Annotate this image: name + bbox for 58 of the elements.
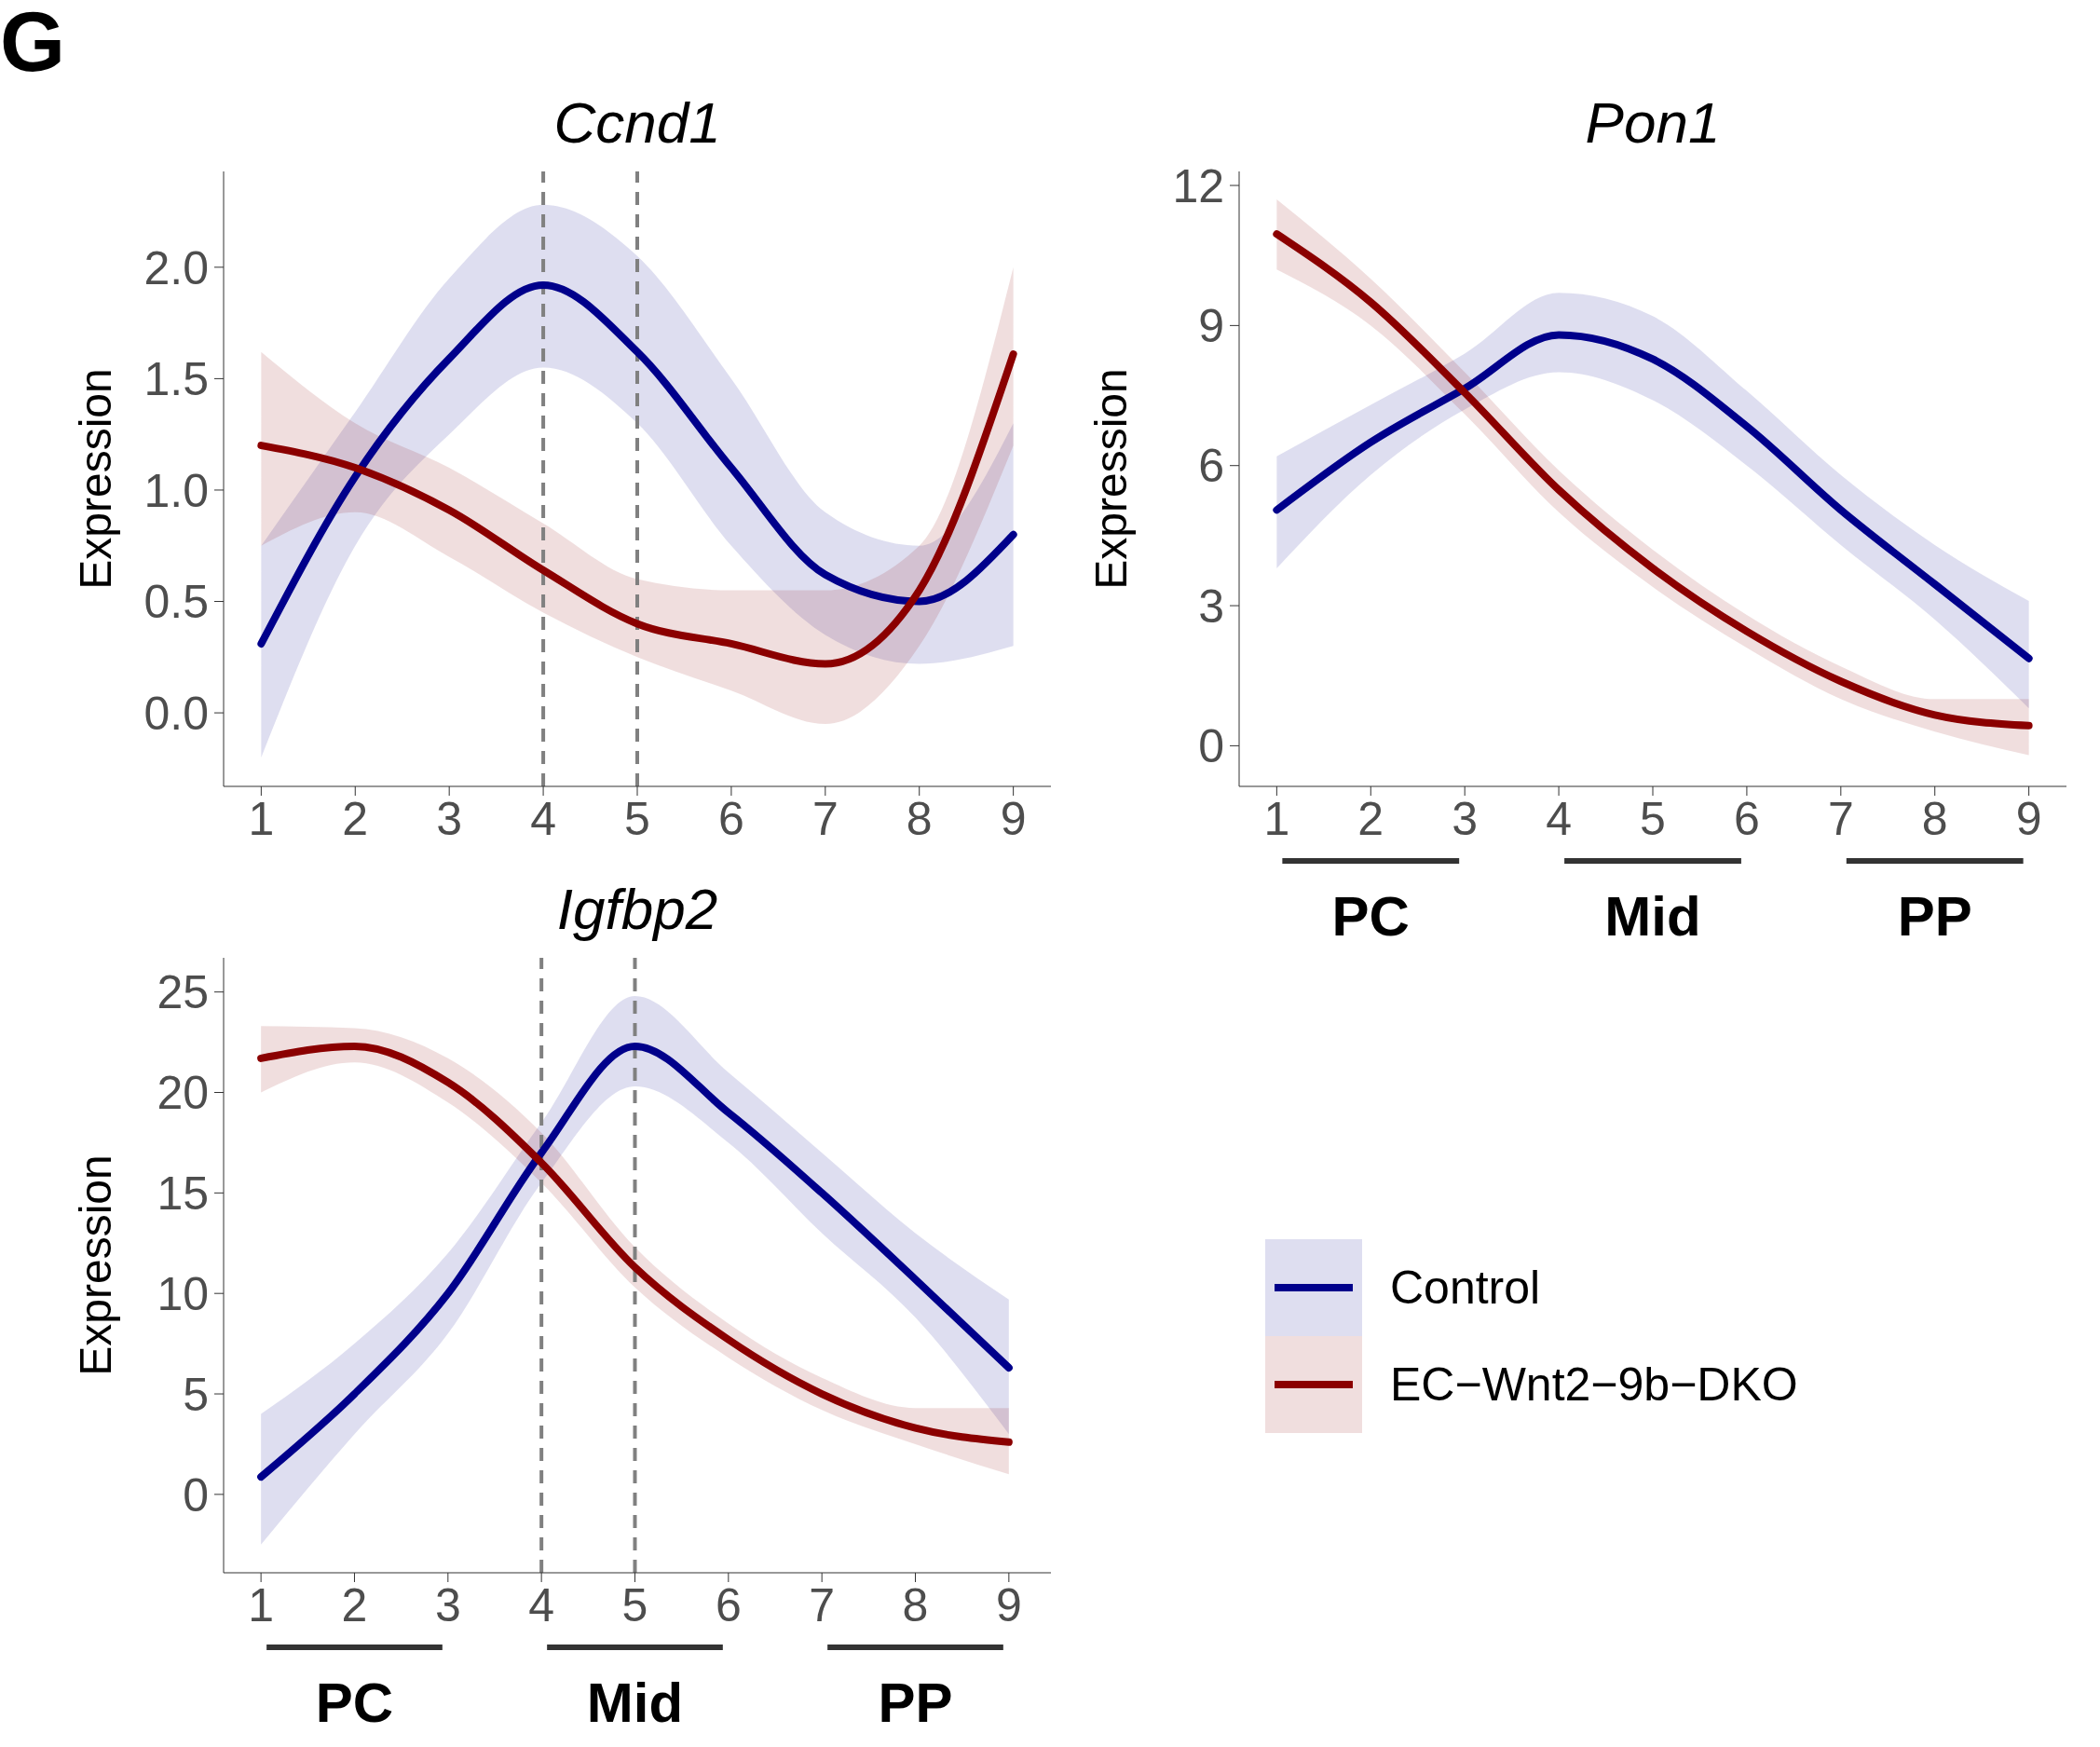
x-tick-label: 4 bbox=[528, 1578, 555, 1631]
y-tick-label: 0 bbox=[1198, 720, 1224, 773]
x-tick-label: 1 bbox=[248, 792, 275, 845]
x-tick-label: 9 bbox=[1000, 792, 1027, 845]
x-tick-label: 3 bbox=[436, 792, 463, 845]
y-axis-title: Expression bbox=[71, 1154, 121, 1376]
y-tick-label: 5 bbox=[183, 1368, 209, 1421]
text: Mid bbox=[1604, 885, 1701, 948]
x-tick-label: 6 bbox=[715, 1578, 742, 1631]
x-tick-label: 1 bbox=[248, 1578, 275, 1631]
y-tick-label: 20 bbox=[157, 1067, 209, 1120]
x-tick-label: 6 bbox=[718, 792, 744, 845]
x-tick-label: 5 bbox=[1640, 792, 1666, 845]
x-tick-label: 1 bbox=[1263, 792, 1290, 845]
text: PP bbox=[1897, 885, 1972, 948]
legend-label: EC−Wnt2−9b−DKO bbox=[1390, 1358, 1798, 1412]
x-tick-label: 8 bbox=[1921, 792, 1948, 845]
x-tick-label: 4 bbox=[1546, 792, 1572, 845]
x-tick-label: 3 bbox=[434, 1578, 461, 1631]
chart-title: Pon1 bbox=[1584, 89, 1722, 156]
x-tick-label: 4 bbox=[530, 792, 556, 845]
y-tick-label: 6 bbox=[1198, 440, 1224, 493]
text: PC bbox=[315, 1672, 394, 1734]
x-tick-label: 9 bbox=[2015, 792, 2042, 845]
x-tick-label: 9 bbox=[995, 1578, 1022, 1631]
x-tick-label: 2 bbox=[341, 1578, 368, 1631]
y-tick-label: 9 bbox=[1198, 300, 1224, 353]
x-tick-label: 3 bbox=[1452, 792, 1479, 845]
legend-label: Control bbox=[1390, 1261, 1541, 1315]
text: G bbox=[0, 0, 66, 89]
y-tick-label: 10 bbox=[157, 1267, 209, 1320]
y-axis-title: Expression bbox=[1086, 368, 1137, 590]
x-tick-label: 2 bbox=[342, 792, 369, 845]
text: PC bbox=[1331, 885, 1410, 948]
y-tick-label: 0.5 bbox=[143, 576, 209, 629]
x-tick-label: 7 bbox=[1827, 792, 1854, 845]
y-tick-label: 2.0 bbox=[143, 241, 209, 294]
chart-title: Igfbp2 bbox=[555, 876, 719, 942]
x-tick-label: 8 bbox=[906, 792, 933, 845]
chart-title: Ccnd1 bbox=[552, 89, 722, 156]
y-axis-title: Expression bbox=[71, 368, 121, 590]
text: Mid bbox=[586, 1672, 684, 1734]
y-tick-label: 1.0 bbox=[143, 464, 209, 517]
x-tick-label: 2 bbox=[1357, 792, 1384, 845]
text: PP bbox=[878, 1672, 953, 1734]
y-tick-label: 12 bbox=[1172, 159, 1224, 212]
x-tick-label: 5 bbox=[621, 1578, 648, 1631]
x-tick-label: 5 bbox=[624, 792, 650, 845]
x-tick-label: 6 bbox=[1734, 792, 1760, 845]
y-tick-label: 15 bbox=[157, 1167, 209, 1221]
y-tick-label: 3 bbox=[1198, 580, 1224, 633]
y-tick-label: 25 bbox=[157, 966, 209, 1019]
x-tick-label: 7 bbox=[809, 1578, 836, 1631]
y-tick-label: 0 bbox=[183, 1468, 209, 1522]
y-tick-label: 1.5 bbox=[143, 353, 209, 406]
x-tick-label: 7 bbox=[811, 792, 839, 845]
y-tick-label: 0.0 bbox=[143, 687, 209, 740]
x-tick-label: 8 bbox=[902, 1578, 929, 1631]
